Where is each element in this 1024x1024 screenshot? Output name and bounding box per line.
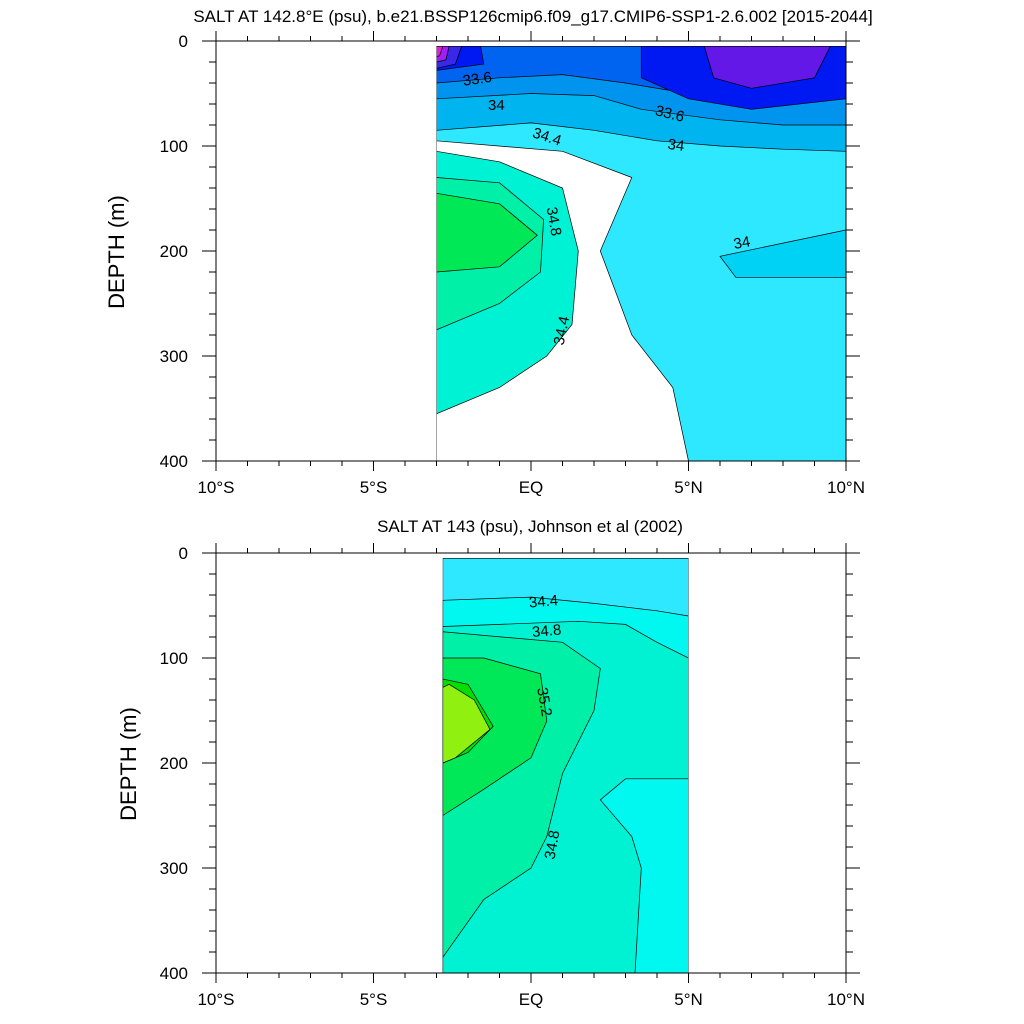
- y-tick-label: 400: [160, 452, 188, 471]
- contour-label: 34.8: [542, 829, 564, 861]
- salinity-band-1: [719, 229, 846, 278]
- x-tick-label: EQ: [519, 478, 544, 497]
- contour-fill-group: [442, 557, 689, 973]
- y-axis-label: DEPTH (m): [104, 195, 129, 309]
- x-tick-label: 5°S: [360, 478, 388, 497]
- y-axis-label: DEPTH (m): [116, 707, 141, 821]
- y-tick-label: 100: [160, 137, 188, 156]
- y-tick-label: 200: [160, 754, 188, 773]
- x-tick-label: 5°S: [360, 990, 388, 1009]
- contour-label: 34.8: [543, 206, 565, 238]
- salinity-band-3: [599, 778, 689, 973]
- model-salinity-panel: SALT AT 142.8°E (psu), b.e21.BSSP126cmip…: [104, 7, 873, 497]
- contour-label: 34.8: [531, 621, 562, 640]
- salinity-band-4: [436, 192, 538, 273]
- contour-label: 34: [667, 136, 686, 155]
- y-tick-label: 0: [179, 544, 188, 563]
- x-tick-label: 5°N: [674, 478, 703, 497]
- observed-salinity-panel: SALT AT 143 (psu), Johnson et al (2002) …: [116, 517, 865, 1009]
- x-tick-label: 10°S: [197, 990, 234, 1009]
- panel-title: SALT AT 143 (psu), Johnson et al (2002): [377, 517, 683, 536]
- salinity-band-13: [436, 45, 444, 58]
- panel-title: SALT AT 142.8°E (psu), b.e21.BSSP126cmip…: [193, 7, 872, 26]
- contour-label: 34: [732, 233, 751, 253]
- y-tick-label: 200: [160, 242, 188, 261]
- contour-label: 34: [488, 97, 505, 114]
- y-tick-label: 100: [160, 649, 188, 668]
- y-tick-label: 0: [179, 32, 188, 51]
- x-tick-label: 10°S: [197, 478, 234, 497]
- salinity-band-10: [703, 45, 831, 89]
- contour-label: 33.6: [654, 102, 686, 126]
- contour-fill-group: [436, 45, 846, 461]
- x-tick-label: 5°N: [674, 990, 703, 1009]
- contour-label: 33.6: [462, 69, 493, 90]
- contour-label: 34.4: [528, 592, 559, 611]
- contour-label: 35.2: [533, 686, 555, 718]
- y-tick-label: 300: [160, 859, 188, 878]
- x-tick-label: EQ: [519, 990, 544, 1009]
- y-tick-label: 300: [160, 347, 188, 366]
- x-tick-label: 10°N: [827, 990, 865, 1009]
- contour-label: 34.4: [551, 315, 574, 347]
- salinity-band-7: [442, 683, 491, 764]
- y-tick-label: 400: [160, 964, 188, 983]
- x-tick-label: 10°N: [827, 478, 865, 497]
